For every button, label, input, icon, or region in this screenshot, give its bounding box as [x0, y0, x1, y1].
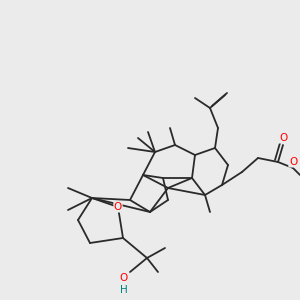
Text: O: O: [279, 133, 287, 143]
Text: H: H: [120, 285, 128, 295]
Text: O: O: [114, 202, 122, 212]
Text: O: O: [120, 273, 128, 283]
Text: O: O: [289, 157, 297, 167]
